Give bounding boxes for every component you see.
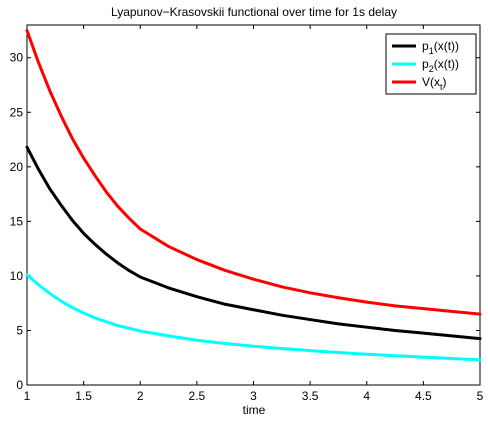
x-tick-label: 4: [363, 389, 370, 403]
y-tick-label: 20: [10, 160, 24, 174]
x-tick-label: 1: [24, 389, 31, 403]
legend-label-3: V(xt): [422, 75, 447, 92]
legend-label-rest: (x(t)): [434, 39, 459, 53]
legend-label-rest: ): [443, 75, 447, 89]
legend-label-subscript: 1: [429, 46, 434, 56]
legend-label-rest: (x(t)): [434, 57, 459, 71]
y-tick-label: 25: [10, 105, 24, 119]
legend-label-2: p2(x(t)): [422, 57, 459, 74]
legend-label-main: p: [422, 57, 429, 71]
y-tick-label: 5: [16, 323, 23, 337]
x-tick-label: 4.5: [415, 389, 432, 403]
series-line-3: [25, 28, 482, 316]
y-tick-label: 30: [10, 51, 24, 65]
y-tick-label: 15: [10, 214, 24, 228]
x-axis-label: time: [243, 403, 266, 417]
legend-label-main: p: [422, 39, 429, 53]
legend-label-subscript: 2: [429, 64, 434, 74]
legend-label-main: V(x: [422, 75, 440, 89]
series-line-1: [25, 145, 482, 341]
x-tick-label: 3.5: [302, 389, 319, 403]
x-tick-label: 1.5: [75, 389, 92, 403]
y-tick-label: 10: [10, 269, 24, 283]
series-line-2: [25, 273, 482, 362]
legend: p1(x(t))p2(x(t))V(xt): [385, 33, 477, 95]
legend-label-1: p1(x(t)): [422, 39, 459, 56]
chart-title: Lyapunov−Krasovskii functional over time…: [111, 5, 397, 19]
y-tick-label: 0: [16, 378, 23, 392]
legend-label-subscript: t: [440, 82, 443, 92]
x-tick-label: 5: [477, 389, 484, 403]
plot-area: 1 1.5 2 2.5 3 3.5 4 4.5 5 0 5 10 15 20 25 30: [10, 24, 484, 403]
x-tick-label: 2: [137, 389, 144, 403]
x-tick-label: 2.5: [189, 389, 206, 403]
x-tick-label: 3: [250, 389, 257, 403]
